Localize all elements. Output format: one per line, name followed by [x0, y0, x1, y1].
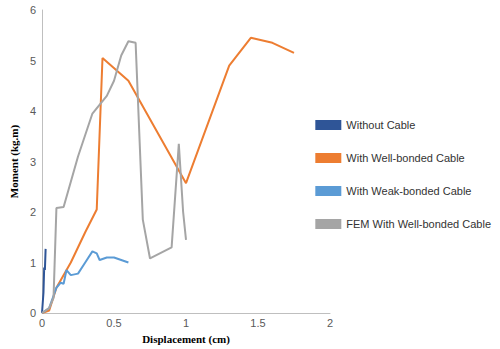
- svg-text:2: 2: [30, 206, 36, 218]
- svg-text:0: 0: [39, 317, 45, 329]
- svg-text:4: 4: [30, 105, 36, 117]
- svg-text:FEM With Well-bonded Cable: FEM With Well-bonded Cable: [346, 218, 491, 230]
- svg-text:0.5: 0.5: [106, 317, 121, 329]
- svg-text:With Weak-bonded Cable: With Weak-bonded Cable: [346, 185, 471, 197]
- svg-text:Moment (kg.m): Moment (kg.m): [8, 125, 21, 199]
- svg-text:1.5: 1.5: [250, 317, 265, 329]
- svg-text:With Well-bonded Cable: With Well-bonded Cable: [346, 152, 464, 164]
- svg-text:Without Cable: Without Cable: [346, 119, 415, 131]
- svg-text:2: 2: [327, 317, 333, 329]
- svg-text:3: 3: [30, 156, 36, 168]
- svg-text:Displacement (cm): Displacement (cm): [142, 333, 230, 346]
- svg-text:0: 0: [30, 307, 36, 319]
- svg-text:5: 5: [30, 55, 36, 67]
- svg-text:1: 1: [30, 257, 36, 269]
- svg-text:1: 1: [183, 317, 189, 329]
- svg-text:6: 6: [30, 4, 36, 16]
